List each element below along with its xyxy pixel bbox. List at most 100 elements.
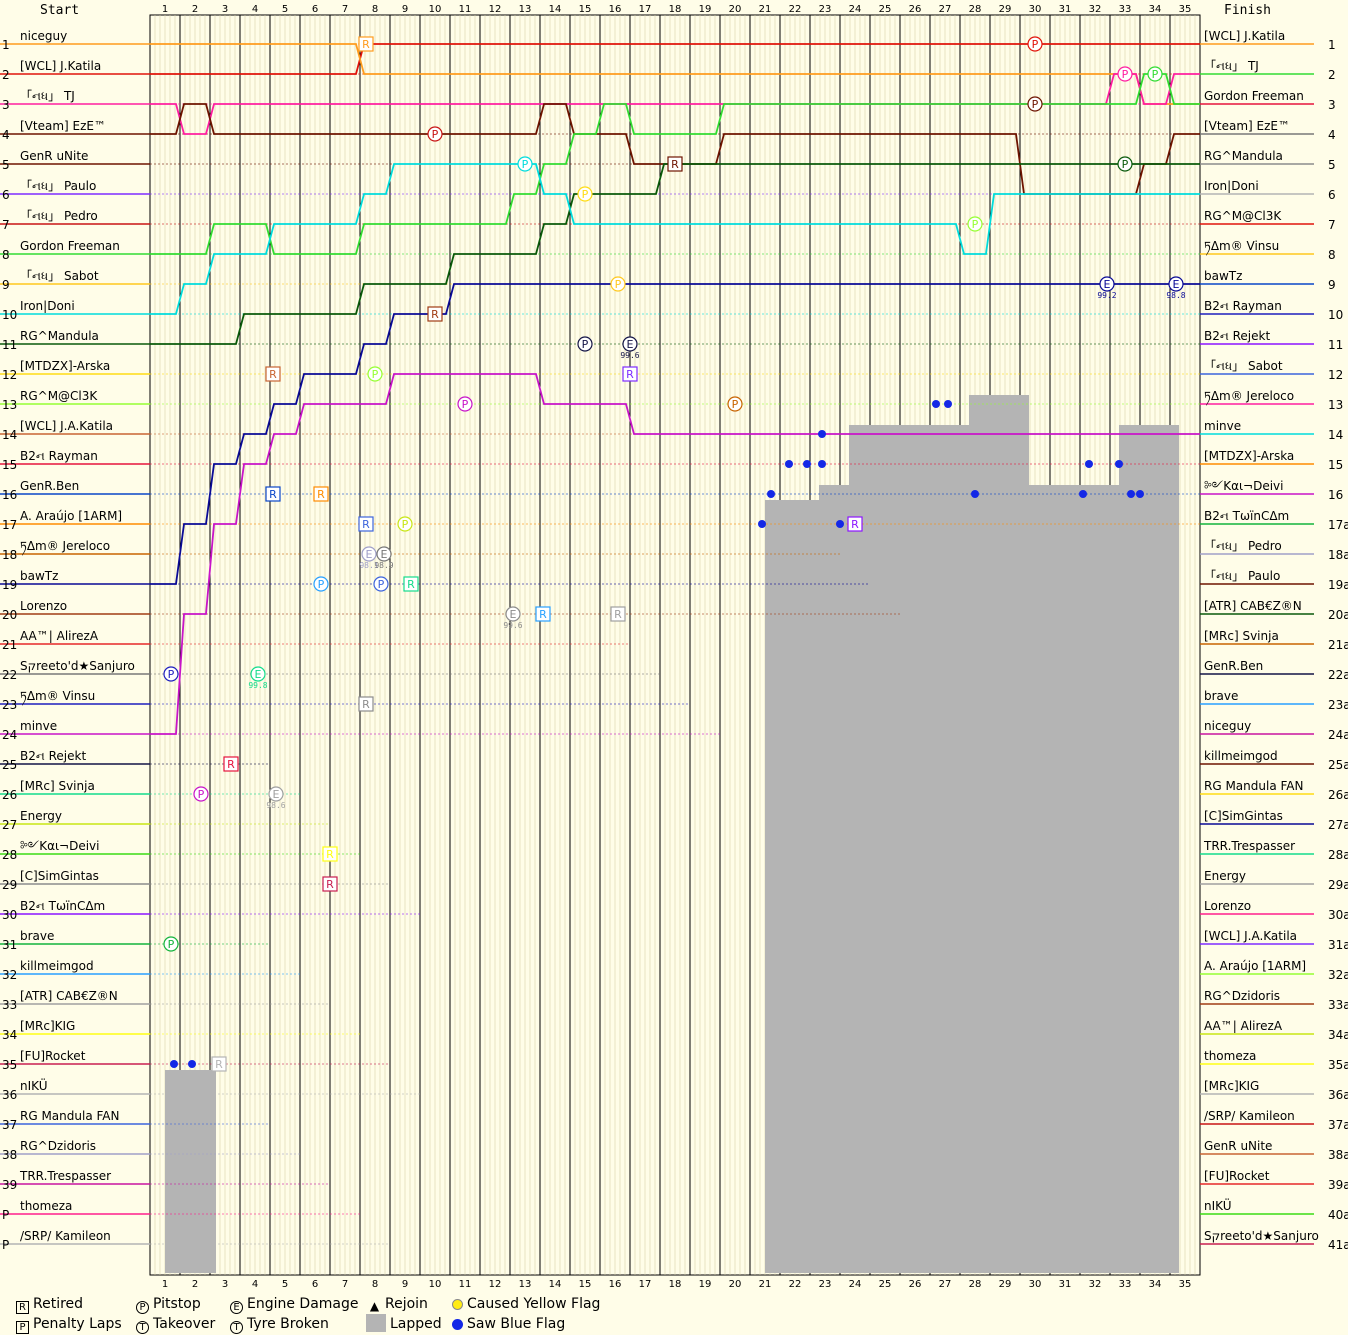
marker-note: 98.1 [359, 561, 378, 570]
finish-driver-name: ཏᐃm® Vinsu [1204, 239, 1279, 256]
finish-position-number: 33a [1328, 998, 1348, 1012]
lap-tick-top: 25 [879, 4, 892, 15]
finish-position-number: 34a [1328, 1028, 1348, 1042]
rejoin-icon: ▲ [369, 1299, 380, 1313]
marker-r: R [223, 756, 239, 772]
lapped-block [954, 425, 969, 1273]
marker-r: R [313, 486, 329, 502]
marker-letter: R [626, 368, 634, 381]
pitstop-icon [193, 786, 209, 802]
marker-letter: R [362, 518, 370, 531]
finish-position-number: 22a [1328, 668, 1348, 682]
start-position-number: 39 [2, 1178, 17, 1192]
finish-position-number: 18a [1328, 548, 1348, 562]
marker-note: 98.6 [266, 801, 285, 810]
start-driver-name: thomeza [20, 1199, 72, 1213]
retired-icon [223, 756, 239, 772]
marker-letter: R [215, 1058, 223, 1071]
pitstop-icon [1147, 66, 1163, 82]
finish-driver-name: ༻Kαι¬Deivi [1204, 479, 1284, 493]
start-position-number: P [2, 1208, 9, 1222]
marker-p: P [967, 216, 983, 232]
marker-note: 99.6 [503, 621, 522, 630]
marker-letter: E [510, 608, 517, 621]
marker-letter: P [1032, 98, 1039, 111]
pitstop-icon [367, 366, 383, 382]
start-position-number: 8 [2, 248, 10, 262]
marker-p: P [517, 156, 533, 172]
lap-tick-bottom: 20 [729, 1279, 742, 1290]
finish-driver-name: [FU]Rocket [1204, 1169, 1270, 1183]
lap-tick-bottom: 35 [1179, 1279, 1192, 1290]
finish-position-number: 3 [1328, 98, 1336, 112]
pitstop-icon [1117, 66, 1133, 82]
blue-flag-icon [170, 1060, 178, 1068]
marker-letter: R [539, 608, 547, 621]
lap-tick-top: 6 [312, 4, 318, 15]
finish-driver-name: brave [1204, 689, 1238, 703]
start-driver-name: 「નધ」 Sabot [20, 269, 99, 283]
start-position-number: 3 [2, 98, 10, 112]
lap-tick-bottom: 10 [429, 1279, 442, 1290]
lap-tick-top: 22 [789, 4, 802, 15]
finish-position-number: 8 [1328, 248, 1336, 262]
start-driver-name: ཏᐃm® Vinsu [20, 689, 95, 706]
lap-tick-bottom: 8 [372, 1279, 378, 1290]
marker-r: R [358, 696, 374, 712]
start-driver-name: [MRc] Svinja [20, 779, 95, 793]
lapped-block [1029, 485, 1119, 1273]
start-position-number: 11 [2, 338, 17, 352]
penalty-icon: P [16, 1321, 29, 1334]
start-driver-name: Lorenzo [20, 599, 67, 613]
legend-retired: R Retired [16, 1294, 83, 1314]
marker-r: R [610, 606, 626, 622]
marker-letter: R [851, 518, 859, 531]
finish-driver-name: killmeimgod [1204, 749, 1278, 763]
lap-tick-bottom: 18 [669, 1279, 682, 1290]
start-position-number: 4 [2, 128, 10, 142]
blue-flag-icon [818, 430, 826, 438]
finish-driver-name: 「નધ」 Sabot [1204, 359, 1283, 373]
finish-position-number: 30a [1328, 908, 1348, 922]
start-position-number: 28 [2, 848, 17, 862]
start-driver-name: Iron|Doni [20, 299, 75, 313]
marker-letter: P [732, 398, 739, 411]
finish-position-number: 40a [1328, 1208, 1348, 1222]
start-position-number: 29 [2, 878, 17, 892]
finish-driver-name: [WCL] J.A.Katila [1204, 929, 1297, 943]
marker-note: 98.8 [1166, 291, 1185, 300]
lap-tick-bottom: 7 [342, 1279, 348, 1290]
finish-position-number: 5 [1328, 158, 1336, 172]
marker-e: E98.1 [359, 546, 379, 570]
finish-position-number: 14 [1328, 428, 1343, 442]
start-driver-name: 「નધ」 Pedro [20, 209, 98, 223]
lap-tick-bottom: 11 [459, 1279, 472, 1290]
marker-e: E99.6 [620, 336, 640, 360]
start-driver-name: [MRc]KIG [20, 1019, 75, 1033]
marker-e: E99.6 [503, 606, 523, 630]
lap-tick-top: 20 [729, 4, 742, 15]
lap-tick-bottom: 16 [609, 1279, 622, 1290]
finish-driver-name: ཏᐃm® Jereloco [1204, 389, 1294, 406]
finish-position-number: 2 [1328, 68, 1336, 82]
finish-position-number: 23a [1328, 698, 1348, 712]
marker-p: P [193, 786, 209, 802]
start-driver-name: TRR.Trespasser [19, 1169, 111, 1183]
marker-note: 99.2 [1097, 291, 1116, 300]
pitstop-icon [1027, 96, 1043, 112]
start-position-number: 26 [2, 788, 17, 802]
pitstop-icon [397, 516, 413, 532]
finish-header: Finish [1224, 3, 1271, 18]
blue-flag-icon [1136, 490, 1144, 498]
lap-tick-top: 9 [402, 4, 408, 15]
start-driver-name: niceguy [20, 29, 67, 43]
finish-driver-name: 「નધ」 Pedro [1204, 539, 1282, 553]
marker-letter: R [269, 488, 277, 501]
start-driver-name: [C]SimGintas [20, 869, 99, 883]
marker-letter: P [1122, 158, 1129, 171]
lap-tick-bottom: 28 [969, 1279, 982, 1290]
marker-letter: P [378, 578, 385, 591]
finish-driver-name: 「નધ」 Paulo [1204, 569, 1280, 583]
marker-letter: P [972, 218, 979, 231]
